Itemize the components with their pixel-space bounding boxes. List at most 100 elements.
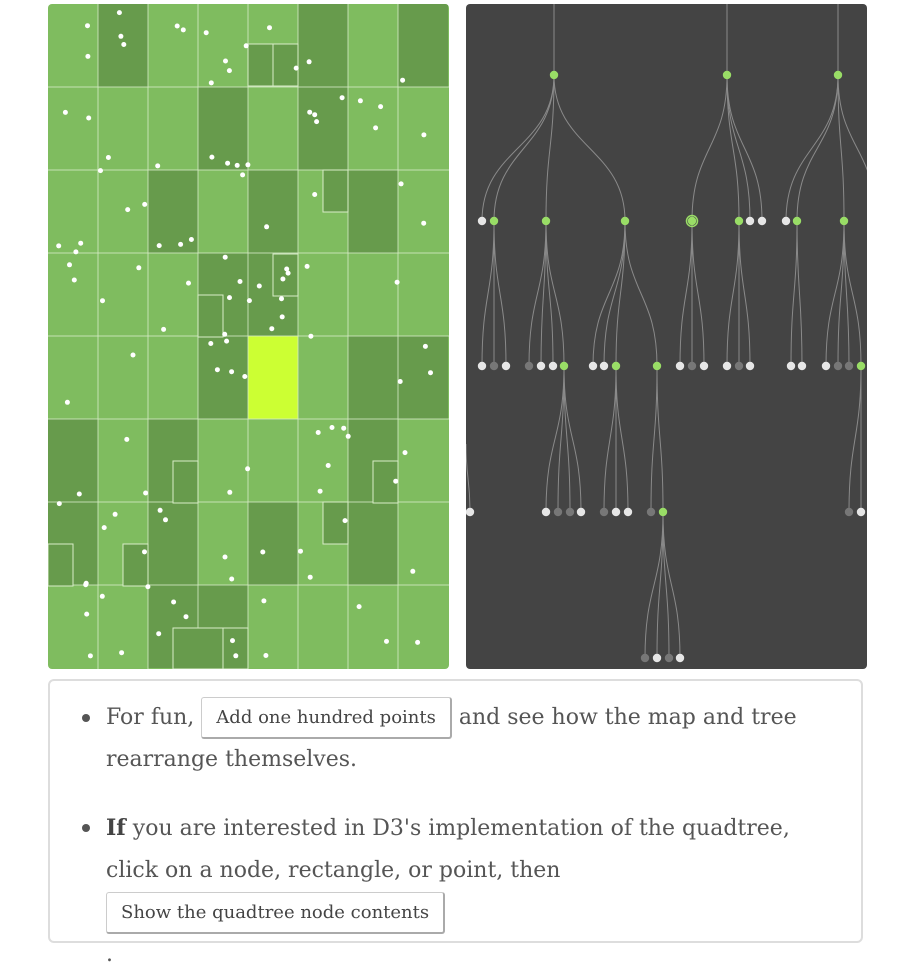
tree-leaf-node[interactable] — [489, 361, 499, 371]
tree-link[interactable] — [691, 220, 705, 367]
quadtree-cell[interactable] — [248, 170, 298, 253]
tree-leaf-node[interactable] — [745, 361, 755, 371]
tree-leaf-node[interactable] — [599, 507, 609, 517]
tree-leaf-node[interactable] — [565, 507, 575, 517]
quadtree-cell[interactable] — [298, 4, 348, 87]
tree-internal-node[interactable] — [687, 216, 697, 226]
data-point[interactable] — [285, 270, 291, 276]
data-point[interactable] — [209, 154, 215, 160]
tree-leaf-node[interactable] — [646, 507, 656, 517]
tree-link[interactable] — [656, 511, 664, 659]
data-point[interactable] — [186, 280, 191, 286]
tree-internal-node[interactable] — [611, 361, 621, 371]
tree-link[interactable] — [557, 365, 565, 513]
data-point[interactable] — [222, 254, 228, 260]
data-point[interactable] — [342, 518, 348, 524]
data-point[interactable] — [293, 65, 299, 71]
data-point[interactable] — [398, 181, 404, 187]
data-point[interactable] — [155, 163, 161, 169]
data-point[interactable] — [119, 650, 125, 656]
tree-leaf-node[interactable] — [699, 361, 709, 371]
tree-leaf-node[interactable] — [687, 361, 697, 371]
data-point[interactable] — [143, 490, 149, 496]
tree-link[interactable] — [662, 511, 681, 659]
data-point[interactable] — [306, 59, 312, 65]
tree-leaf-node[interactable] — [477, 361, 487, 371]
tree-leaf-node[interactable] — [664, 653, 674, 663]
data-point[interactable] — [245, 162, 251, 168]
tree-link[interactable] — [837, 74, 867, 221]
data-point[interactable] — [156, 243, 162, 249]
tree-link[interactable] — [624, 220, 658, 367]
tree-leaf-node[interactable] — [844, 361, 854, 371]
data-point[interactable] — [384, 638, 389, 644]
quadtree-map[interactable] — [48, 4, 449, 669]
tree-link[interactable] — [837, 74, 845, 222]
tree-leaf-node[interactable] — [844, 507, 854, 517]
data-point[interactable] — [245, 466, 251, 472]
data-point[interactable] — [121, 42, 127, 47]
data-point[interactable] — [227, 489, 233, 495]
data-point[interactable] — [214, 367, 220, 373]
data-point[interactable] — [224, 338, 230, 344]
data-point[interactable] — [229, 576, 235, 582]
data-point[interactable] — [339, 95, 345, 101]
quadtree-subcell[interactable] — [272, 253, 299, 297]
data-point[interactable] — [267, 25, 272, 31]
quadtree-map-svg[interactable] — [48, 4, 449, 669]
data-point[interactable] — [208, 80, 214, 86]
tree-link[interactable] — [603, 365, 617, 513]
tree-internal-node[interactable] — [652, 361, 662, 371]
quadtree-tree[interactable] — [466, 4, 867, 669]
tree-link[interactable] — [615, 220, 626, 367]
data-point[interactable] — [325, 463, 331, 468]
quadtree-cell[interactable] — [198, 87, 248, 170]
data-point[interactable] — [378, 104, 384, 110]
data-point[interactable] — [233, 653, 239, 659]
tree-leaf-node[interactable] — [734, 361, 744, 371]
tree-link[interactable] — [785, 74, 839, 222]
tree-internal-node[interactable] — [792, 216, 802, 226]
data-point[interactable] — [373, 125, 379, 131]
data-point[interactable] — [314, 119, 320, 125]
tree-link[interactable] — [650, 365, 658, 513]
tree-leaf-node[interactable] — [548, 361, 558, 371]
quadtree-cell[interactable] — [148, 502, 198, 585]
tree-internal-node[interactable] — [489, 216, 499, 226]
tree-link[interactable] — [790, 220, 798, 367]
data-point[interactable] — [260, 549, 266, 555]
data-point[interactable] — [345, 433, 351, 439]
quadtree-subcell[interactable] — [48, 543, 74, 587]
data-point[interactable] — [208, 341, 214, 346]
data-point[interactable] — [315, 430, 321, 435]
tree-link[interactable] — [796, 74, 839, 222]
quadtree-subcell[interactable] — [322, 501, 349, 545]
quadtree-cell[interactable] — [348, 502, 398, 585]
data-point[interactable] — [62, 109, 68, 115]
tree-leaf-node[interactable] — [797, 361, 807, 371]
data-point[interactable] — [263, 653, 269, 658]
tree-leaf-node[interactable] — [722, 361, 732, 371]
tree-leaf-node[interactable] — [576, 507, 586, 517]
tree-link[interactable] — [796, 220, 803, 367]
data-point[interactable] — [223, 58, 228, 64]
data-point[interactable] — [227, 295, 232, 301]
tree-leaf-node[interactable] — [611, 507, 621, 517]
tree-link[interactable] — [545, 74, 555, 222]
tree-internal-node[interactable] — [734, 216, 744, 226]
data-point[interactable] — [280, 276, 286, 282]
tree-link[interactable] — [481, 220, 495, 367]
tree-internal-node[interactable] — [620, 216, 630, 226]
quadtree-subcell[interactable] — [222, 627, 249, 669]
data-point[interactable] — [329, 425, 335, 430]
tree-link[interactable] — [592, 220, 626, 367]
tree-leaf-node[interactable] — [675, 361, 685, 371]
data-point[interactable] — [246, 298, 252, 304]
quadtree-subcell[interactable] — [247, 43, 274, 87]
data-point[interactable] — [356, 604, 362, 610]
quadtree-cell[interactable] — [48, 419, 98, 502]
data-point[interactable] — [242, 374, 248, 379]
tree-leaf-node[interactable] — [856, 507, 866, 517]
data-point[interactable] — [87, 653, 93, 659]
tree-leaf-node[interactable] — [477, 216, 487, 226]
